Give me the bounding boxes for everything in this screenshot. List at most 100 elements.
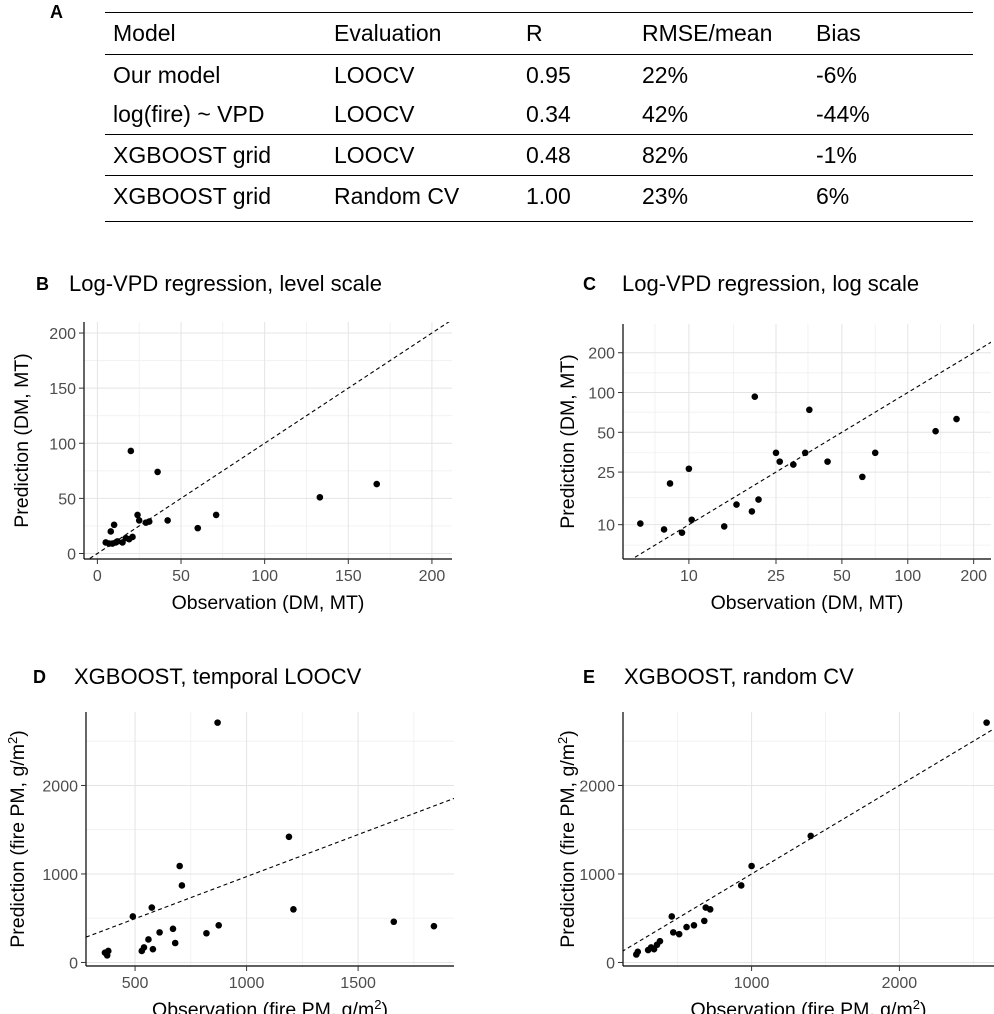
data-point (737, 882, 745, 889)
y-axis-title: Prediction (DM, MT) (11, 353, 33, 527)
table-row: XGBOOST grid LOOCV 0.48 82% -1% (105, 134, 973, 176)
scatter-plot-c: 10 25 50 100 200 10 25 50 100 200 Observation (DM,… (557, 324, 991, 614)
data-point (983, 719, 990, 726)
panel-letter-d: D (33, 667, 46, 687)
data-point (164, 517, 171, 524)
grid (84, 322, 452, 559)
data-point (637, 520, 644, 527)
data-point (430, 922, 438, 930)
cell-bias: -44% (816, 101, 870, 127)
data-point (114, 538, 121, 545)
data-point (790, 461, 797, 468)
y-tick-label: 50 (597, 425, 615, 442)
panel-title-c: Log-VPD regression, log scale (622, 271, 920, 296)
panel-title-b: Log-VPD regression, level scale (69, 271, 383, 296)
header-rmse: RMSE/mean (642, 20, 773, 46)
data-point (656, 937, 664, 945)
x-tick-label: 1000 (734, 975, 770, 992)
y-tick-label: 10 (597, 518, 615, 535)
panel-letter-b: B (36, 274, 49, 294)
data-point (634, 948, 642, 956)
data-point (178, 882, 186, 889)
table-row: log(fire) ~ VPD LOOCV 0.34 42% -44% (105, 93, 973, 135)
cell-rmse: 82% (642, 142, 689, 168)
x-tick-label: 150 (335, 568, 362, 585)
y-tick-label: 0 (69, 955, 78, 972)
data-point (285, 833, 293, 841)
panel-title-e: XGBOOST, random CV (624, 664, 854, 689)
data-point (859, 473, 866, 481)
data-point (675, 930, 683, 938)
data-point (678, 529, 686, 536)
data-point (755, 496, 762, 503)
x-tick-label: 100 (251, 568, 278, 585)
cell-bias: -1% (816, 142, 857, 168)
x-tick-label: 50 (833, 568, 851, 585)
panel-letter-e: E (583, 667, 596, 687)
data-point (373, 480, 381, 488)
data-point (156, 929, 163, 936)
header-model: Model (113, 20, 176, 46)
table-top-rule (105, 12, 973, 13)
scatter-plot-d: 500 1000 1500 0 1000 2000 Observation (fire PM… (5, 712, 454, 1014)
x-tick-label: 10 (680, 568, 698, 585)
y-tick-label: 0 (67, 546, 76, 563)
y-tick-label: 25 (597, 465, 615, 482)
table-row-rule (105, 175, 973, 176)
x-tick-label: 2000 (882, 975, 918, 992)
data-point (316, 493, 324, 501)
table-header-rule (105, 54, 973, 55)
scatter-plot-e: 1000 2000 0 1000 2000 Observation (fire PM, g… (555, 712, 994, 1014)
data-point (194, 524, 202, 532)
data-point (145, 518, 153, 525)
x-axis-title: Observation (DM, MT) (172, 592, 365, 614)
table-row-rule (105, 134, 973, 135)
cell-evaluation: Random CV (334, 183, 460, 209)
y-tick-label: 50 (58, 491, 76, 508)
y-tick-label: 2000 (42, 778, 78, 795)
cell-r: 1.00 (526, 183, 571, 209)
data-point (733, 501, 740, 508)
header-evaluation: Evaluation (334, 20, 442, 46)
cell-evaluation: LOOCV (334, 142, 415, 168)
data-point (720, 523, 728, 530)
data-point (932, 427, 939, 435)
data-point (149, 945, 157, 953)
cell-bias: -6% (816, 62, 857, 88)
x-axis-title: Observation (fire PM, g/m2) (152, 997, 388, 1014)
data-point (660, 526, 668, 533)
y-tick-label: 0 (606, 955, 615, 972)
cell-bias: 6% (816, 183, 850, 209)
data-point (685, 465, 693, 473)
data-point (690, 921, 698, 929)
data-point (135, 517, 143, 524)
data-point (666, 480, 674, 487)
cell-evaluation: LOOCV (334, 101, 415, 127)
y-tick-label: 1000 (42, 867, 78, 884)
data-point (748, 508, 756, 515)
grid (86, 712, 454, 966)
grid (623, 324, 991, 559)
x-tick-label: 1500 (340, 975, 376, 992)
data-point (129, 913, 137, 920)
reference-line (623, 728, 994, 952)
y-tick-label: 1000 (579, 867, 615, 884)
data-point (107, 528, 115, 535)
cell-model: Our model (113, 62, 221, 88)
cell-r: 0.95 (526, 62, 571, 88)
data-point (806, 406, 813, 414)
cell-rmse: 23% (642, 183, 689, 209)
data-point (751, 393, 759, 400)
panel-title-d: XGBOOST, temporal LOOCV (74, 664, 362, 689)
x-tick-label: 25 (767, 568, 785, 585)
data-point (801, 449, 809, 457)
y-axis-title: Prediction (fire PM, g/m2) (5, 730, 30, 947)
data-point (148, 904, 156, 911)
header-r: R (526, 20, 543, 46)
data-point (145, 936, 152, 943)
y-tick-label: 200 (49, 326, 76, 343)
data-point (700, 917, 708, 925)
data-point (140, 944, 148, 951)
panel-letter-c: C (583, 274, 596, 294)
data-point (669, 929, 677, 936)
